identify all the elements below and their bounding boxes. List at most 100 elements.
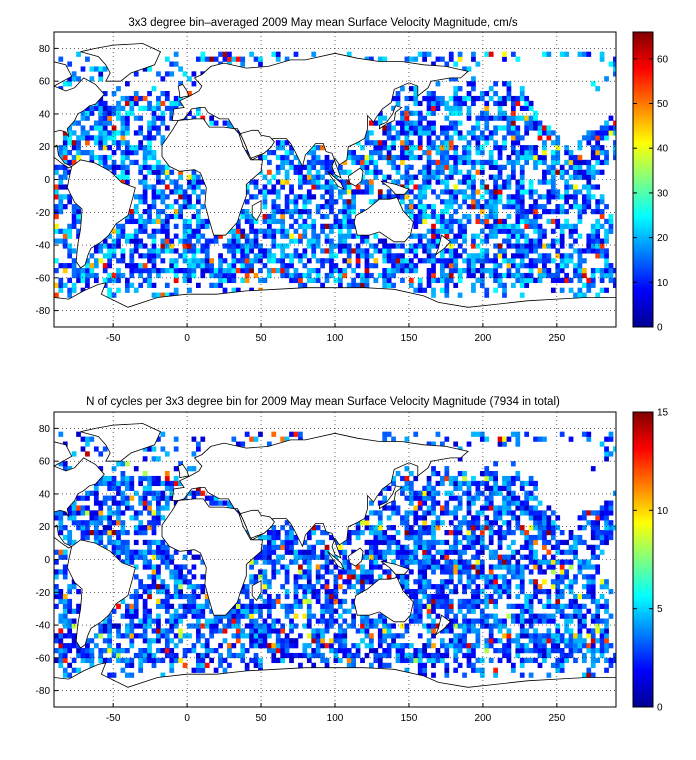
cell: [271, 628, 277, 634]
cell: [391, 549, 396, 555]
cell: [169, 115, 175, 121]
cell: [426, 204, 432, 210]
cell: [444, 500, 450, 506]
cell: [510, 120, 516, 126]
cell: [213, 238, 219, 244]
cell: [129, 209, 135, 215]
cell: [542, 194, 547, 200]
cell: [604, 233, 609, 239]
cell: [431, 272, 436, 279]
cell: [395, 100, 401, 107]
cell: [71, 248, 77, 254]
cell: [315, 569, 321, 575]
cell: [497, 510, 503, 516]
cell: [227, 643, 232, 649]
cell: [266, 228, 272, 234]
cell: [289, 623, 294, 629]
cell: [519, 589, 525, 595]
cell: [147, 130, 152, 136]
cell: [187, 218, 192, 225]
cell: [466, 81, 472, 87]
cell: [133, 589, 139, 595]
cell: [497, 150, 503, 156]
cell: [595, 209, 601, 215]
cell: [426, 228, 432, 234]
cell: [542, 243, 547, 249]
cell: [249, 179, 254, 185]
cell: [289, 233, 294, 239]
cell: [386, 277, 392, 284]
cell: [506, 120, 512, 126]
cell: [413, 475, 419, 482]
cell: [302, 199, 308, 205]
cell: [524, 115, 530, 121]
cell: [457, 549, 463, 555]
cell: [120, 475, 126, 482]
cell: [98, 539, 104, 546]
cell: [142, 530, 148, 536]
cell: [311, 648, 317, 654]
cell: [400, 150, 405, 156]
cell: [448, 169, 454, 175]
cell: [400, 154, 405, 161]
cell: [475, 520, 481, 526]
cell: [156, 613, 161, 619]
cell: [62, 569, 68, 575]
cell: [581, 618, 587, 624]
cell: [54, 258, 59, 264]
cell: [107, 272, 112, 279]
cell: [404, 515, 410, 521]
cell: [151, 184, 157, 190]
cell: [431, 159, 436, 166]
cell: [400, 86, 405, 92]
cell: [284, 159, 290, 166]
cell: [462, 135, 467, 141]
cell: [382, 534, 388, 541]
cell: [484, 213, 490, 220]
cell: [546, 505, 552, 511]
cell: [169, 71, 175, 77]
cell: [195, 652, 201, 659]
colorbar-tick-label: 0: [657, 323, 663, 334]
cell: [258, 253, 263, 259]
cell: [231, 643, 237, 649]
cell: [360, 248, 365, 254]
cell: [249, 268, 254, 274]
cell: [222, 623, 228, 629]
cell: [440, 130, 445, 136]
cell: [479, 258, 485, 264]
cell: [471, 667, 476, 673]
cell: [382, 282, 388, 288]
cell: [93, 248, 99, 254]
cell: [568, 603, 574, 609]
cell: [590, 613, 596, 619]
cell: [58, 613, 64, 619]
cell: [258, 593, 263, 600]
cell: [475, 150, 481, 156]
cell: [98, 105, 104, 111]
cell: [404, 248, 410, 254]
cell: [408, 613, 414, 619]
cell: [195, 110, 201, 116]
cell: [537, 525, 543, 531]
cell: [116, 272, 121, 279]
cell: [524, 105, 530, 111]
cell: [462, 213, 467, 220]
cell: [293, 194, 299, 200]
cell: [151, 218, 157, 225]
cell: [568, 549, 574, 555]
cell: [417, 282, 423, 288]
cell: [138, 125, 144, 131]
cell: [195, 218, 201, 225]
cell: [111, 475, 117, 482]
cell: [244, 189, 250, 195]
cell: [129, 263, 135, 269]
cell: [160, 648, 166, 654]
cell: [151, 292, 157, 298]
cell: [453, 154, 459, 161]
cell: [369, 243, 374, 249]
cell: [484, 218, 490, 225]
cell: [479, 91, 485, 97]
cell: [590, 184, 596, 190]
cell: [564, 145, 569, 151]
